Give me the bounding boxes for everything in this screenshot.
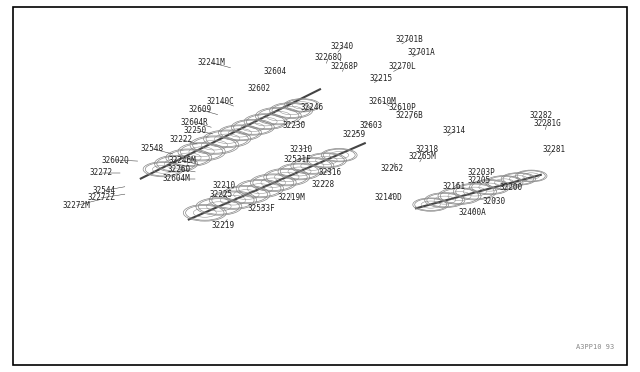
Text: 32316: 32316: [319, 169, 342, 177]
Text: 32604R: 32604R: [180, 118, 208, 126]
Text: 32701B: 32701B: [396, 35, 424, 44]
Text: 32270L: 32270L: [388, 62, 416, 71]
Text: 32318: 32318: [416, 145, 439, 154]
Text: 32276B: 32276B: [396, 111, 424, 120]
Text: 32602Q: 32602Q: [101, 155, 129, 164]
Text: 32262: 32262: [381, 164, 404, 173]
Text: 32230: 32230: [283, 121, 306, 130]
Text: 32544: 32544: [93, 186, 116, 195]
Text: 32225: 32225: [209, 190, 232, 199]
Text: 32610M: 32610M: [369, 97, 397, 106]
Text: 32205: 32205: [467, 176, 490, 185]
Text: 32265M: 32265M: [408, 153, 436, 161]
Text: 32548: 32548: [141, 144, 164, 153]
Text: A3PP10 93: A3PP10 93: [576, 344, 614, 350]
Text: 32246M: 32246M: [168, 156, 196, 165]
Text: 32604: 32604: [264, 67, 287, 76]
Text: 32250: 32250: [184, 126, 207, 135]
Text: 32260: 32260: [168, 165, 191, 174]
Text: 32268P: 32268P: [330, 62, 358, 71]
Text: 32268Q: 32268Q: [314, 53, 342, 62]
Text: 32210: 32210: [212, 181, 236, 190]
Text: 32314: 32314: [443, 126, 466, 135]
Text: 32282: 32282: [529, 111, 552, 120]
Text: 32602: 32602: [248, 84, 271, 93]
Text: 32140C: 32140C: [207, 97, 235, 106]
Text: 32603: 32603: [360, 121, 383, 130]
Text: 32200: 32200: [499, 183, 522, 192]
Text: 32259: 32259: [343, 130, 366, 139]
Text: 32246: 32246: [300, 103, 323, 112]
Text: 32272Z: 32272Z: [87, 193, 115, 202]
Text: 32281: 32281: [542, 145, 565, 154]
Text: 32161: 32161: [443, 182, 466, 191]
Text: 32219: 32219: [211, 221, 234, 230]
Text: 32272: 32272: [90, 169, 113, 177]
Text: 32400A: 32400A: [458, 208, 486, 217]
Text: 32222: 32222: [170, 135, 193, 144]
Text: 32203P: 32203P: [467, 169, 495, 177]
Text: 32140D: 32140D: [374, 193, 403, 202]
Text: 32281G: 32281G: [533, 119, 561, 128]
Text: 32310: 32310: [289, 145, 312, 154]
Text: 32701A: 32701A: [407, 48, 435, 57]
Text: 32609: 32609: [189, 105, 212, 114]
Text: 32533F: 32533F: [247, 204, 275, 213]
Text: 32340: 32340: [331, 42, 354, 51]
Text: 32219M: 32219M: [277, 193, 305, 202]
Text: 32610P: 32610P: [388, 103, 416, 112]
Text: 32215: 32215: [370, 74, 393, 83]
Text: 32030: 32030: [483, 197, 506, 206]
Text: 32531F: 32531F: [283, 155, 311, 164]
Text: 32228: 32228: [312, 180, 335, 189]
Text: 32272M: 32272M: [63, 201, 91, 210]
Text: 32241M: 32241M: [197, 58, 225, 67]
Text: 32604M: 32604M: [162, 174, 190, 183]
